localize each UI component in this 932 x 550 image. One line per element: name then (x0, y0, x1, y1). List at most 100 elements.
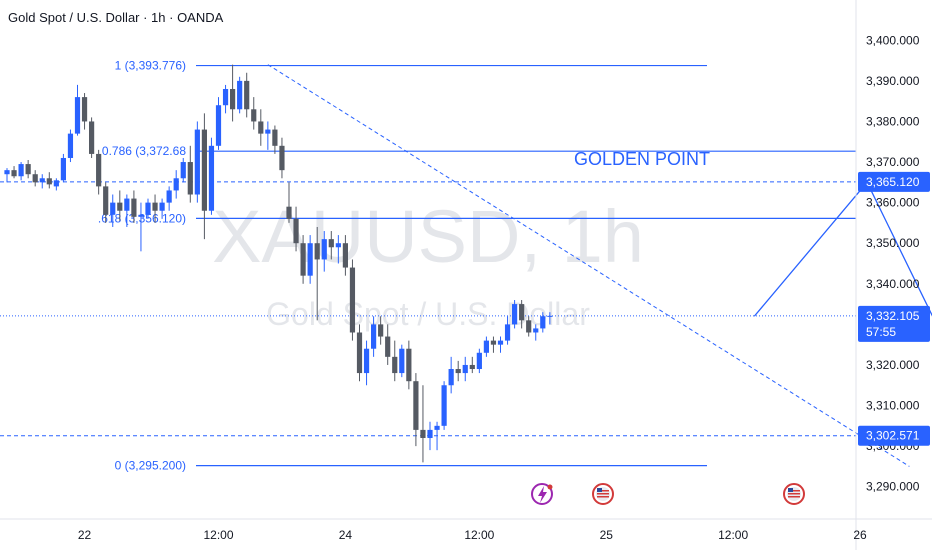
candle-body (194, 129, 200, 195)
candle (74, 84, 81, 136)
candle (462, 356, 468, 382)
candle-body (413, 381, 419, 430)
candle (251, 97, 257, 130)
time-tick-label: 12:00 (464, 528, 494, 542)
candle-body (533, 328, 539, 333)
candle (286, 182, 292, 223)
candle (244, 72, 250, 118)
candle (187, 145, 193, 203)
candle (356, 324, 363, 382)
candle (335, 235, 341, 264)
candle-body (258, 121, 264, 134)
price-tick-label: 3,360.000 (866, 196, 920, 210)
event-markers[interactable] (531, 483, 805, 505)
candle-body (371, 324, 377, 349)
event-marker-canton (788, 488, 793, 492)
event-marker-stripe (788, 490, 800, 492)
candle (342, 235, 348, 276)
candle (166, 186, 172, 211)
candle (293, 206, 299, 252)
candle-body (215, 105, 222, 146)
price-tick-label: 3,380.000 (866, 114, 920, 128)
candle-body (89, 121, 95, 154)
candle (124, 194, 130, 227)
time-tick-label: 26 (853, 528, 867, 542)
candle-body (32, 174, 38, 183)
candle (117, 190, 123, 221)
trend-line[interactable] (267, 64, 910, 467)
candle-body (244, 80, 250, 110)
candle (363, 340, 370, 386)
candle (406, 340, 412, 390)
candle (328, 231, 334, 260)
candle (533, 324, 539, 341)
candle-body (462, 364, 468, 374)
candle-body (406, 348, 412, 382)
candle (39, 174, 45, 189)
event-marker-stripe (597, 490, 609, 492)
candle-body (378, 324, 384, 337)
candle (131, 190, 137, 223)
candle (46, 172, 52, 189)
time-tick-label: 24 (339, 528, 353, 542)
candle-body (201, 129, 207, 211)
candle (349, 259, 356, 341)
candle-body (342, 243, 348, 268)
fib-level-label: 0 (3,295.200) (115, 459, 186, 473)
candle (455, 360, 461, 382)
price-axis[interactable]: 3,290.0003,300.0003,310.0003,320.0003,33… (855, 0, 930, 550)
candle-body (356, 332, 363, 374)
candle-body (159, 202, 165, 211)
level-price-tag (858, 425, 930, 446)
time-tick-label: 25 (600, 528, 614, 542)
candle (476, 348, 482, 374)
candle (173, 170, 179, 199)
candle (180, 157, 186, 183)
candle (138, 202, 144, 252)
candle (222, 84, 229, 114)
candle-body (300, 243, 306, 276)
candle-body (420, 429, 426, 439)
candle (194, 121, 200, 203)
candle-body (385, 336, 391, 357)
candle-body (293, 218, 299, 244)
candle (512, 300, 518, 329)
candle-body (483, 340, 489, 353)
candle-body (131, 198, 137, 217)
candle-body (18, 164, 24, 177)
candle (89, 117, 95, 158)
event-marker-stripe (597, 496, 609, 498)
candle-body (166, 190, 172, 203)
lightning-event-bolt (538, 486, 547, 503)
candle-body (46, 178, 52, 185)
current-price-tag (858, 305, 930, 342)
candle-body (519, 304, 525, 321)
candle (96, 149, 102, 195)
candle-body (526, 320, 532, 333)
level-price-tag-label: 3,302.571 (866, 429, 920, 443)
candle-body (25, 164, 31, 175)
candle-body (180, 162, 186, 179)
candle-body (173, 178, 179, 191)
candle (547, 312, 553, 325)
candle-body (237, 80, 243, 110)
candle-body (138, 214, 144, 217)
price-tick-label: 3,370.000 (866, 155, 920, 169)
candle-body (152, 202, 158, 211)
lightning-event-dot (547, 484, 553, 490)
candle (215, 97, 222, 150)
fib-level-label: 0.786 (3,372.68 (102, 144, 186, 158)
candle-body (490, 340, 497, 345)
candle (497, 336, 504, 353)
candle-body (81, 97, 88, 122)
candle (60, 153, 66, 183)
candle (434, 421, 440, 451)
candle-body (110, 202, 116, 215)
candle-body (399, 348, 405, 374)
candle (385, 324, 391, 365)
candle-body (208, 145, 215, 211)
price-tick-label: 3,400.000 (866, 33, 920, 47)
